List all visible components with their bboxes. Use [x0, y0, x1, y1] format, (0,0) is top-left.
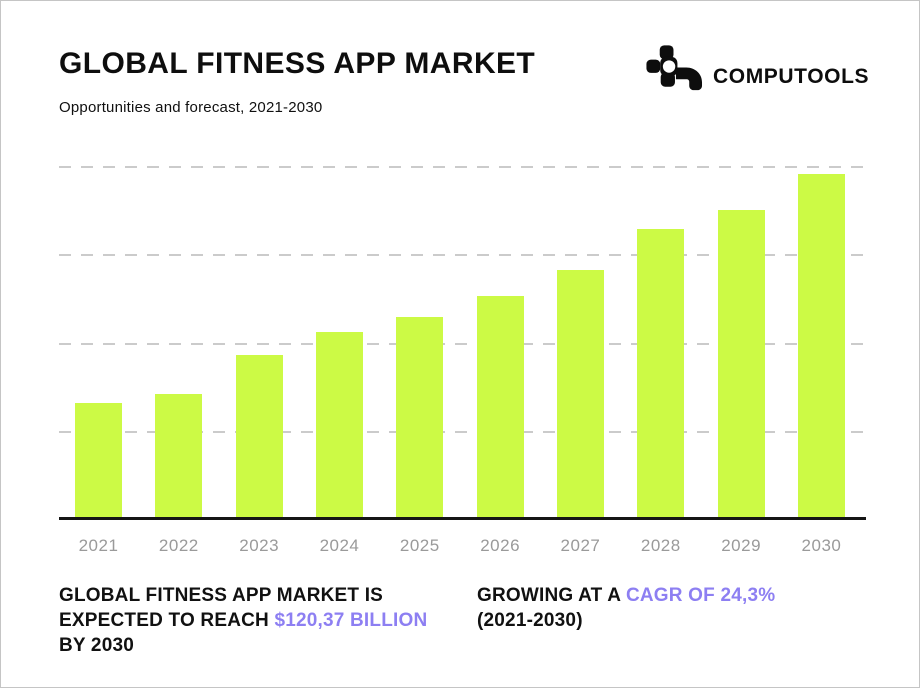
bar-2026 [476, 296, 524, 517]
footnote-right-line1: GROWING AT A [477, 585, 626, 606]
x-tick-2023: 2023 [239, 536, 280, 555]
footnote-right-line2: (2021-2030) [477, 610, 583, 631]
x-axis-labels: 2021 2022 2023 2024 2025 2026 2027 2028 2029 2030 [59, 536, 866, 556]
x-tick-2025: 2025 [399, 536, 440, 555]
footnote-left-line1: GLOBAL FITNESS APP MARKET IS [59, 585, 384, 606]
computools-logo-icon [643, 43, 703, 93]
x-tick-2024: 2024 [319, 536, 360, 555]
gridline [59, 254, 866, 256]
x-tick-2030: 2030 [801, 536, 842, 555]
page-title: GLOBAL FITNESS APP MARKET [59, 47, 536, 80]
x-tick-2021: 2021 [78, 536, 119, 555]
x-tick-2029: 2029 [721, 536, 762, 555]
gridline [59, 431, 866, 433]
gridline [59, 166, 866, 168]
brand-name: COMPUTOOLS [713, 65, 870, 88]
footnote-left-line2: EXPECTED TO REACH [59, 610, 275, 631]
bars-container [59, 166, 866, 517]
bar-2027 [556, 270, 604, 517]
page-subtitle: Opportunities and forecast, 2021-2030 [59, 99, 323, 116]
bar-2024 [315, 331, 363, 517]
x-tick-2026: 2026 [480, 536, 521, 555]
highlight-cagr: CAGR OF 24,3% [625, 585, 776, 606]
footnote-left-line3: BY 2030 [59, 635, 134, 656]
bar-2023 [235, 354, 283, 517]
x-tick-2027: 2027 [560, 536, 601, 555]
x-tick-2022: 2022 [158, 536, 199, 555]
highlight-market-value: $120,37 BILLION [274, 610, 428, 631]
bar-2021 [75, 403, 122, 517]
bar-2028 [637, 229, 685, 517]
bar-chart: 2021 2022 2023 2024 2025 2026 2027 2028 2029 2030 [59, 166, 866, 555]
bar-2030 [797, 173, 845, 517]
bar-2025 [396, 316, 444, 517]
bar-2022 [155, 394, 203, 517]
bar-2029 [717, 210, 765, 517]
x-tick-2028: 2028 [640, 536, 681, 555]
footnote-market-value: GLOBAL FITNESS APP MARKET IS EXPECTED TO… [59, 583, 427, 658]
brand-logo: COMPUTOOLS [643, 43, 869, 93]
footnote-cagr: GROWING AT A CAGR OF 24,3% (2021-2030) [477, 583, 775, 633]
gridline [59, 343, 866, 345]
